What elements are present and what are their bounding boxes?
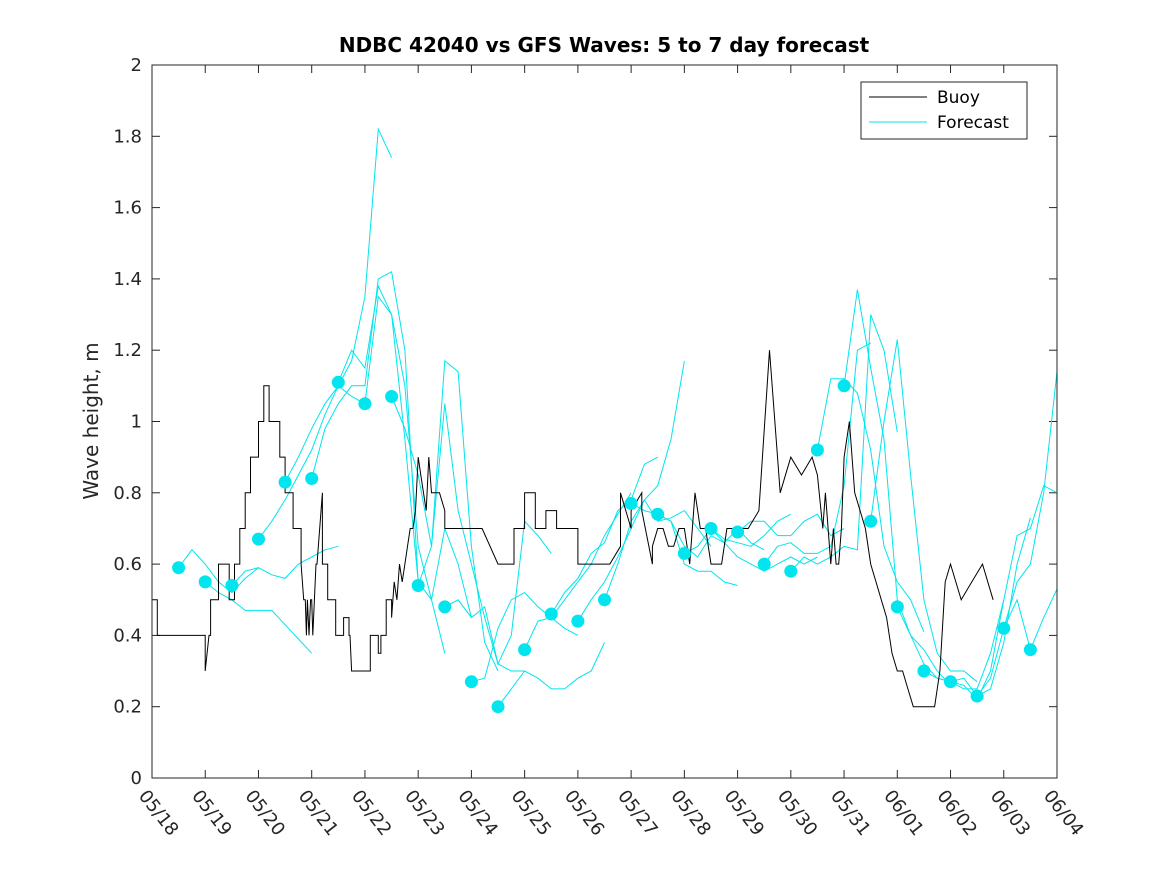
forecast-run-line (684, 513, 792, 554)
forecast-point (731, 525, 745, 539)
y-tick-label: 2 (131, 55, 142, 76)
forecast-point (225, 579, 239, 592)
y-tick-label: 0.2 (113, 697, 142, 718)
forecast-point (571, 614, 585, 628)
forecast-point (864, 514, 878, 528)
forecast-point (518, 643, 532, 657)
forecast-run-line (763, 342, 871, 565)
y-tick-label: 1.4 (113, 269, 142, 290)
buoy-line (152, 350, 994, 708)
y-tick-label: 1.8 (113, 126, 142, 147)
y-tick-label: 0.6 (113, 554, 142, 575)
forecast-run-line (417, 403, 525, 672)
forecast-point (944, 675, 957, 689)
forecast-point (784, 564, 798, 578)
forecast-run-line (204, 581, 313, 654)
y-tick-label: 0 (131, 768, 142, 789)
axes-box (151, 64, 1058, 779)
forecast-run-line (231, 545, 339, 586)
forecast-point (172, 561, 186, 575)
forecast-point (1023, 643, 1037, 657)
forecast-run-line (950, 484, 1057, 701)
plot-series (152, 127, 1057, 714)
forecast-point (890, 600, 904, 614)
forecast-run-line (737, 513, 845, 537)
y-axis-ticks: 0 0.2 0.4 0.6 0.8 1 1.2 1.4 1.6 1.8 2 (113, 55, 1057, 789)
legend-forecast-label: Forecast (937, 113, 1009, 133)
y-tick-label: 0.4 (113, 625, 142, 646)
forecast-run-line (497, 642, 605, 707)
forecast-run-line (364, 295, 472, 618)
forecast-point (358, 397, 372, 411)
forecast-point (411, 579, 425, 592)
forecast-run-line (870, 339, 978, 683)
forecast-run-line (444, 520, 552, 666)
forecast-point (651, 507, 665, 521)
forecast-point (704, 522, 718, 535)
forecast-run-line (976, 371, 1057, 697)
y-axis-label: Wave height, m (79, 342, 103, 499)
y-tick-label: 1 (131, 412, 142, 433)
forecast-point (757, 557, 771, 571)
forecast-run-line (471, 591, 579, 683)
forecast-point (278, 475, 292, 489)
legend-box (860, 81, 1028, 140)
legend-buoy-label: Buoy (937, 88, 980, 108)
forecast-run-line (258, 385, 366, 540)
forecast-point (917, 664, 931, 678)
forecast-points (172, 375, 1037, 714)
forecast-point (544, 607, 558, 621)
forecast-point (491, 700, 505, 714)
plot-area (152, 65, 1057, 778)
legend: Buoy Forecast (860, 81, 1028, 140)
forecast-point (438, 600, 452, 614)
forecast-point (624, 497, 638, 510)
forecast-point (331, 375, 345, 389)
forecast-point (837, 379, 851, 393)
forecast-point (305, 472, 319, 485)
forecast-run-line (311, 271, 419, 582)
forecast-run-line (843, 289, 951, 686)
y-tick-label: 0.8 (113, 483, 142, 504)
forecast-point (385, 390, 399, 403)
forecast-run-line (657, 513, 765, 558)
forecast-run-line (550, 456, 658, 615)
forecast-point (970, 689, 984, 703)
forecast-run-line (816, 378, 925, 632)
y-tick-label: 1.2 (113, 340, 142, 361)
chart-title: NDBC 42040 vs GFS Waves: 5 to 7 day fore… (339, 33, 870, 57)
forecast-point (997, 621, 1011, 635)
forecast-point (810, 443, 824, 457)
forecast-point (677, 546, 691, 560)
forecast-run-line (790, 314, 898, 572)
forecast-point (598, 593, 611, 607)
forecast-point (464, 675, 478, 689)
forecast-run-line (630, 503, 738, 586)
forecast-point (198, 575, 212, 589)
forecast-point (252, 532, 265, 546)
y-tick-label: 1.6 (113, 198, 142, 219)
